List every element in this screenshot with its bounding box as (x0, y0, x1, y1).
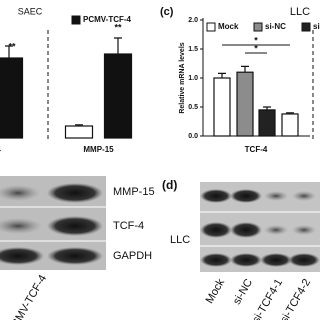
annotation: ** (8, 41, 16, 51)
annotation: ** (114, 22, 122, 32)
legend-swatch (206, 22, 216, 32)
blot-cell-label: LLC (170, 234, 190, 246)
y-tick-label: 0.5 (188, 104, 198, 111)
bar (236, 71, 254, 137)
legend-label: si-NC (265, 22, 286, 31)
bar (213, 77, 231, 137)
legend-swatch (71, 15, 81, 25)
legend-label: Mock (218, 22, 239, 31)
bar (103, 53, 133, 139)
legend-label: PCMV-TCF-4 (83, 15, 132, 24)
y-tick-label: 2.0 (188, 17, 198, 24)
error-bar (114, 37, 122, 54)
legend-swatch (301, 22, 311, 32)
error-bar (218, 72, 226, 78)
chart-title: LLC (290, 6, 310, 18)
y-tick-label: 0.0 (188, 133, 198, 140)
lane-label: PCMV-TCF-4 (6, 273, 49, 320)
legend-label: si-TCF4-1 (313, 22, 320, 31)
panel-label: (c) (160, 6, 174, 18)
blot-row-label: MMP-15 (113, 186, 155, 198)
y-axis-label: Relative mRNA levels (179, 42, 186, 113)
lane-label: si-NC (231, 277, 255, 307)
error-bar (5, 45, 13, 58)
annotation: * (254, 35, 258, 45)
legend-swatch (253, 22, 263, 32)
x-tick-label: MMP-15 (83, 145, 114, 154)
blot-row-label: TCF-4 (113, 220, 144, 232)
bar (0, 57, 24, 139)
error-bar (241, 65, 249, 73)
y-tick-label: 1.0 (188, 75, 198, 82)
x-tick-label: TCF-4 (245, 145, 268, 154)
bar (281, 113, 299, 137)
bar (258, 109, 276, 137)
x-tick-label: TCF-4 (0, 145, 1, 154)
panel-label: (d) (162, 178, 177, 192)
blot-row-label: GAPDH (113, 250, 152, 262)
blot (0, 176, 106, 270)
blot (200, 182, 320, 272)
lane-label: si-TCF4-1 (250, 277, 285, 320)
bar (64, 125, 94, 139)
annotation: * (254, 43, 258, 53)
lane-label: Mock (204, 277, 228, 306)
y-tick-label: 1.5 (188, 46, 198, 53)
chart-title: SAEC (18, 6, 43, 16)
